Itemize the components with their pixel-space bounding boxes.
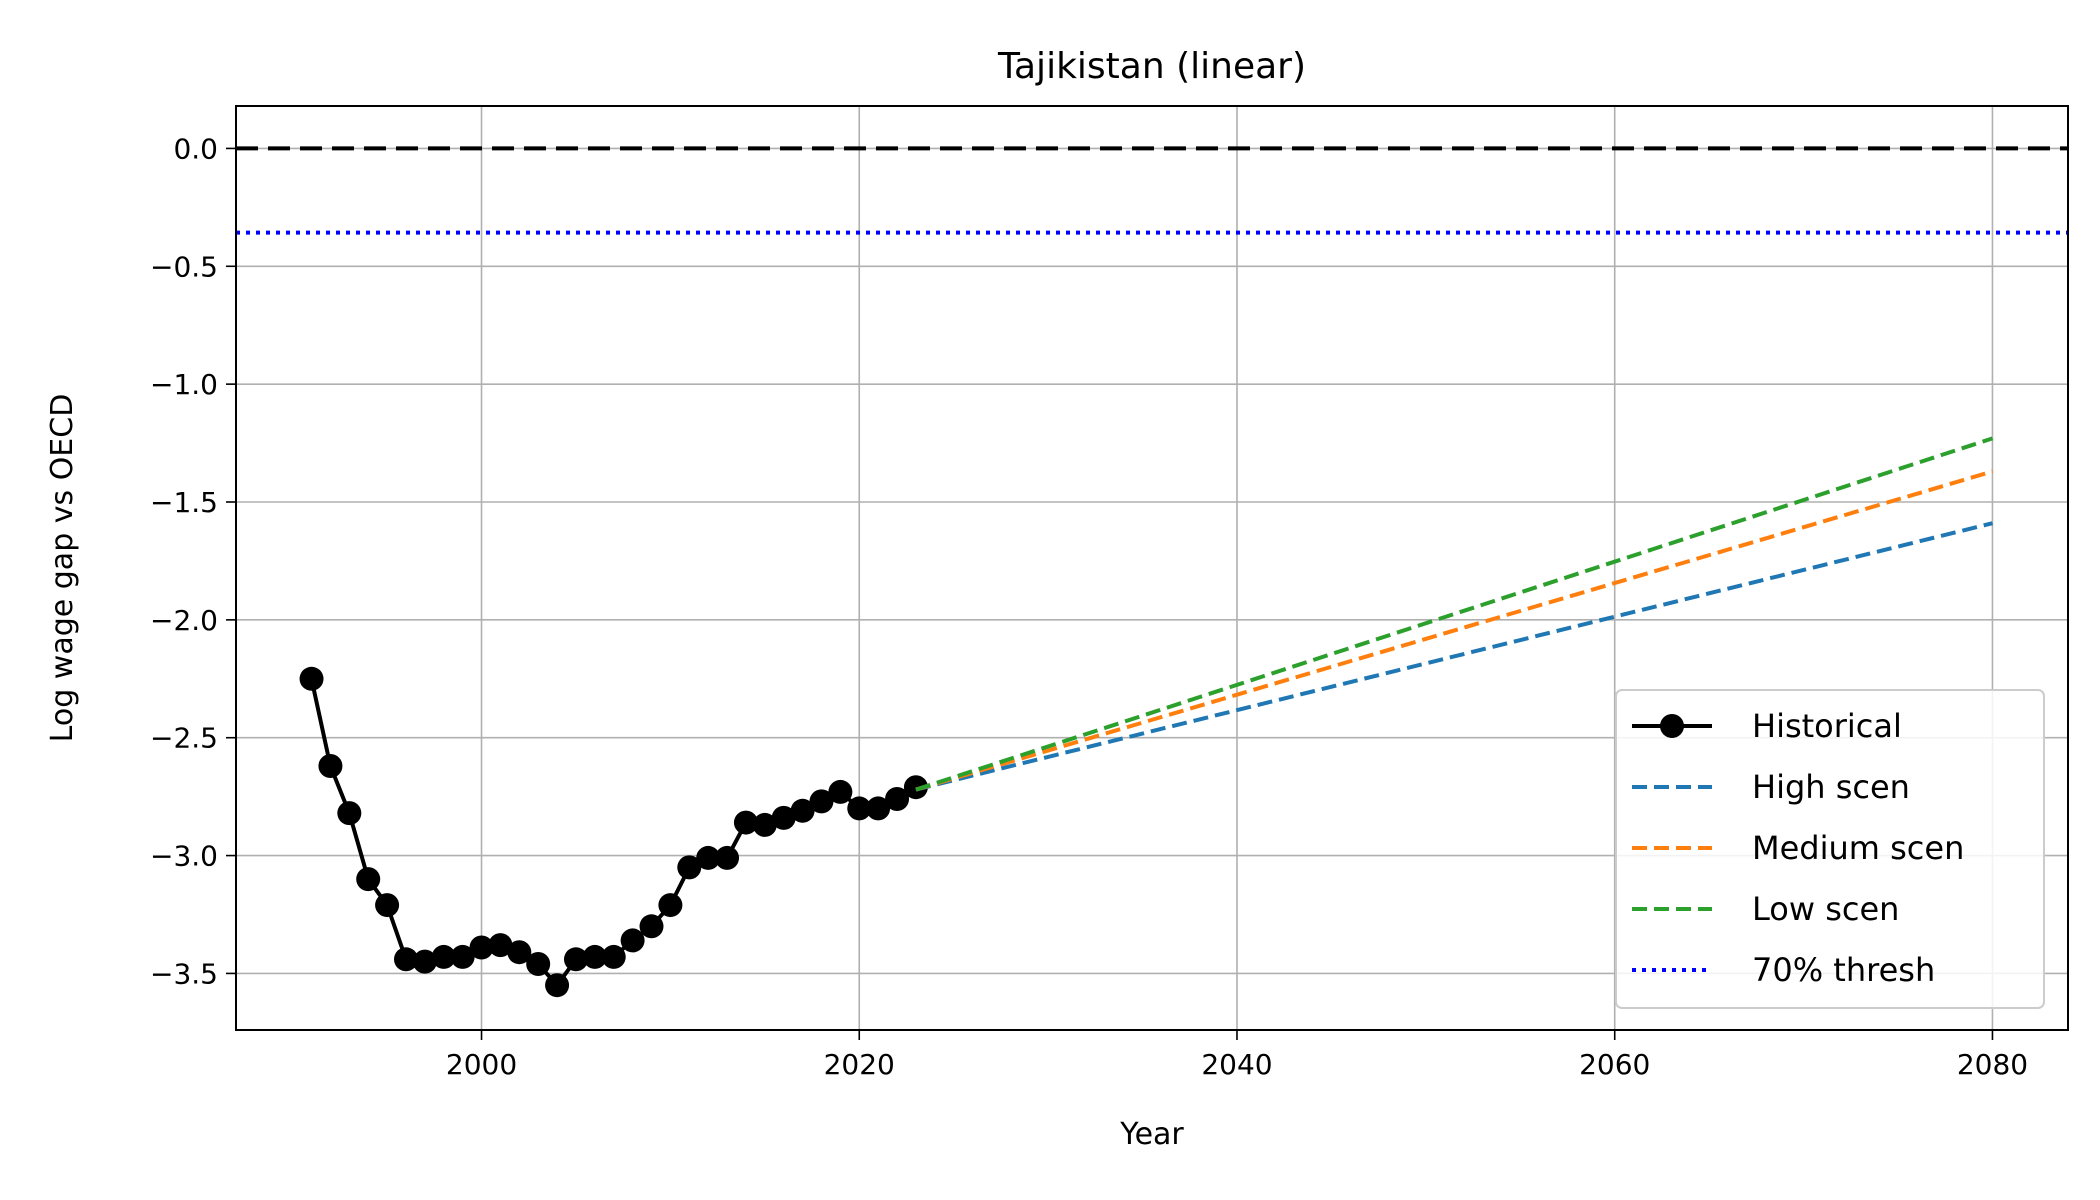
- y-tick-label: −2.0: [150, 604, 218, 637]
- legend-label-high-scen: High scen: [1752, 768, 1910, 806]
- data-point-historical: [715, 845, 740, 870]
- chart-title: Tajikistan (linear): [997, 46, 1306, 87]
- data-point-historical: [507, 940, 532, 965]
- y-tick-label: −3.5: [150, 957, 218, 990]
- data-point-historical: [393, 947, 418, 972]
- data-point-historical: [885, 787, 910, 811]
- data-point-historical: [903, 775, 928, 800]
- data-point-historical: [375, 893, 400, 918]
- data-point-historical: [828, 779, 853, 804]
- legend-label-low-scen: Low scen: [1752, 890, 1899, 928]
- data-point-historical: [601, 944, 626, 969]
- data-point-historical: [696, 845, 721, 870]
- plot-frame: [235, 105, 2069, 1031]
- legend-marker-historical: [1660, 714, 1684, 738]
- data-point-historical: [450, 944, 475, 969]
- legend-box: [1615, 689, 2045, 1009]
- data-point-historical: [809, 789, 834, 814]
- series-line-high-scen: [915, 521, 1993, 792]
- legend: Historical High scen Medium scen Low scen 70…: [1615, 689, 2045, 1009]
- x-tick-label: 2000: [446, 1048, 517, 1081]
- data-point-historical: [752, 812, 777, 837]
- y-tick-label: −1.0: [150, 368, 218, 401]
- data-point-historical: [658, 893, 683, 918]
- x-axis-title: Year: [1119, 1117, 1184, 1152]
- x-tick-label: 2040: [1201, 1048, 1272, 1081]
- data-point-historical: [431, 944, 456, 969]
- data-point-historical: [412, 949, 437, 974]
- data-point-historical: [356, 867, 381, 892]
- data-point-historical: [790, 798, 815, 823]
- legend-label-70-thresh: 70% thresh: [1752, 951, 1935, 989]
- x-tick-label: 2020: [824, 1048, 895, 1081]
- y-tick-label: 0.0: [173, 132, 218, 165]
- y-tick-label: −2.5: [150, 722, 218, 755]
- data-point-historical: [563, 947, 588, 972]
- data-point-historical: [771, 805, 796, 830]
- x-tick-label: 2060: [1579, 1048, 1650, 1081]
- y-axis-title: Log wage gap vs OECD: [45, 394, 80, 743]
- data-point-historical: [545, 973, 570, 998]
- data-point-historical: [866, 796, 891, 821]
- data-point-historical: [847, 796, 872, 821]
- data-point-historical: [469, 935, 494, 960]
- data-point-historical: [299, 666, 324, 691]
- y-tick-label: −3.0: [150, 840, 218, 873]
- data-point-historical: [337, 801, 362, 826]
- data-point-historical: [639, 914, 664, 939]
- legend-label-historical: Historical: [1752, 707, 1902, 745]
- data-point-historical: [488, 933, 513, 958]
- data-point-historical: [582, 944, 607, 969]
- x-axis-ticks: 2000 2020 2040 2060 2080: [446, 1030, 2028, 1081]
- series-line-low-scen: [915, 436, 1994, 792]
- data-point-historical: [620, 928, 645, 953]
- x-tick-label: 2080: [1957, 1048, 2028, 1081]
- data-point-historical: [733, 810, 758, 835]
- data-point-historical: [318, 754, 343, 778]
- y-tick-label: −0.5: [150, 250, 218, 283]
- data-point-historical: [526, 952, 551, 976]
- y-axis-ticks: 0.0 −0.5 −1.0 −1.5 −2.0 −2.5 −3.0 −3.5: [150, 132, 236, 990]
- series-line-historical: [309, 678, 917, 988]
- series-line-medium-scen: [915, 469, 1994, 792]
- series: [236, 230, 2068, 998]
- legend-label-medium-scen: Medium scen: [1752, 829, 1964, 867]
- data-point-historical: [677, 855, 702, 880]
- y-tick-label: −1.5: [150, 486, 218, 519]
